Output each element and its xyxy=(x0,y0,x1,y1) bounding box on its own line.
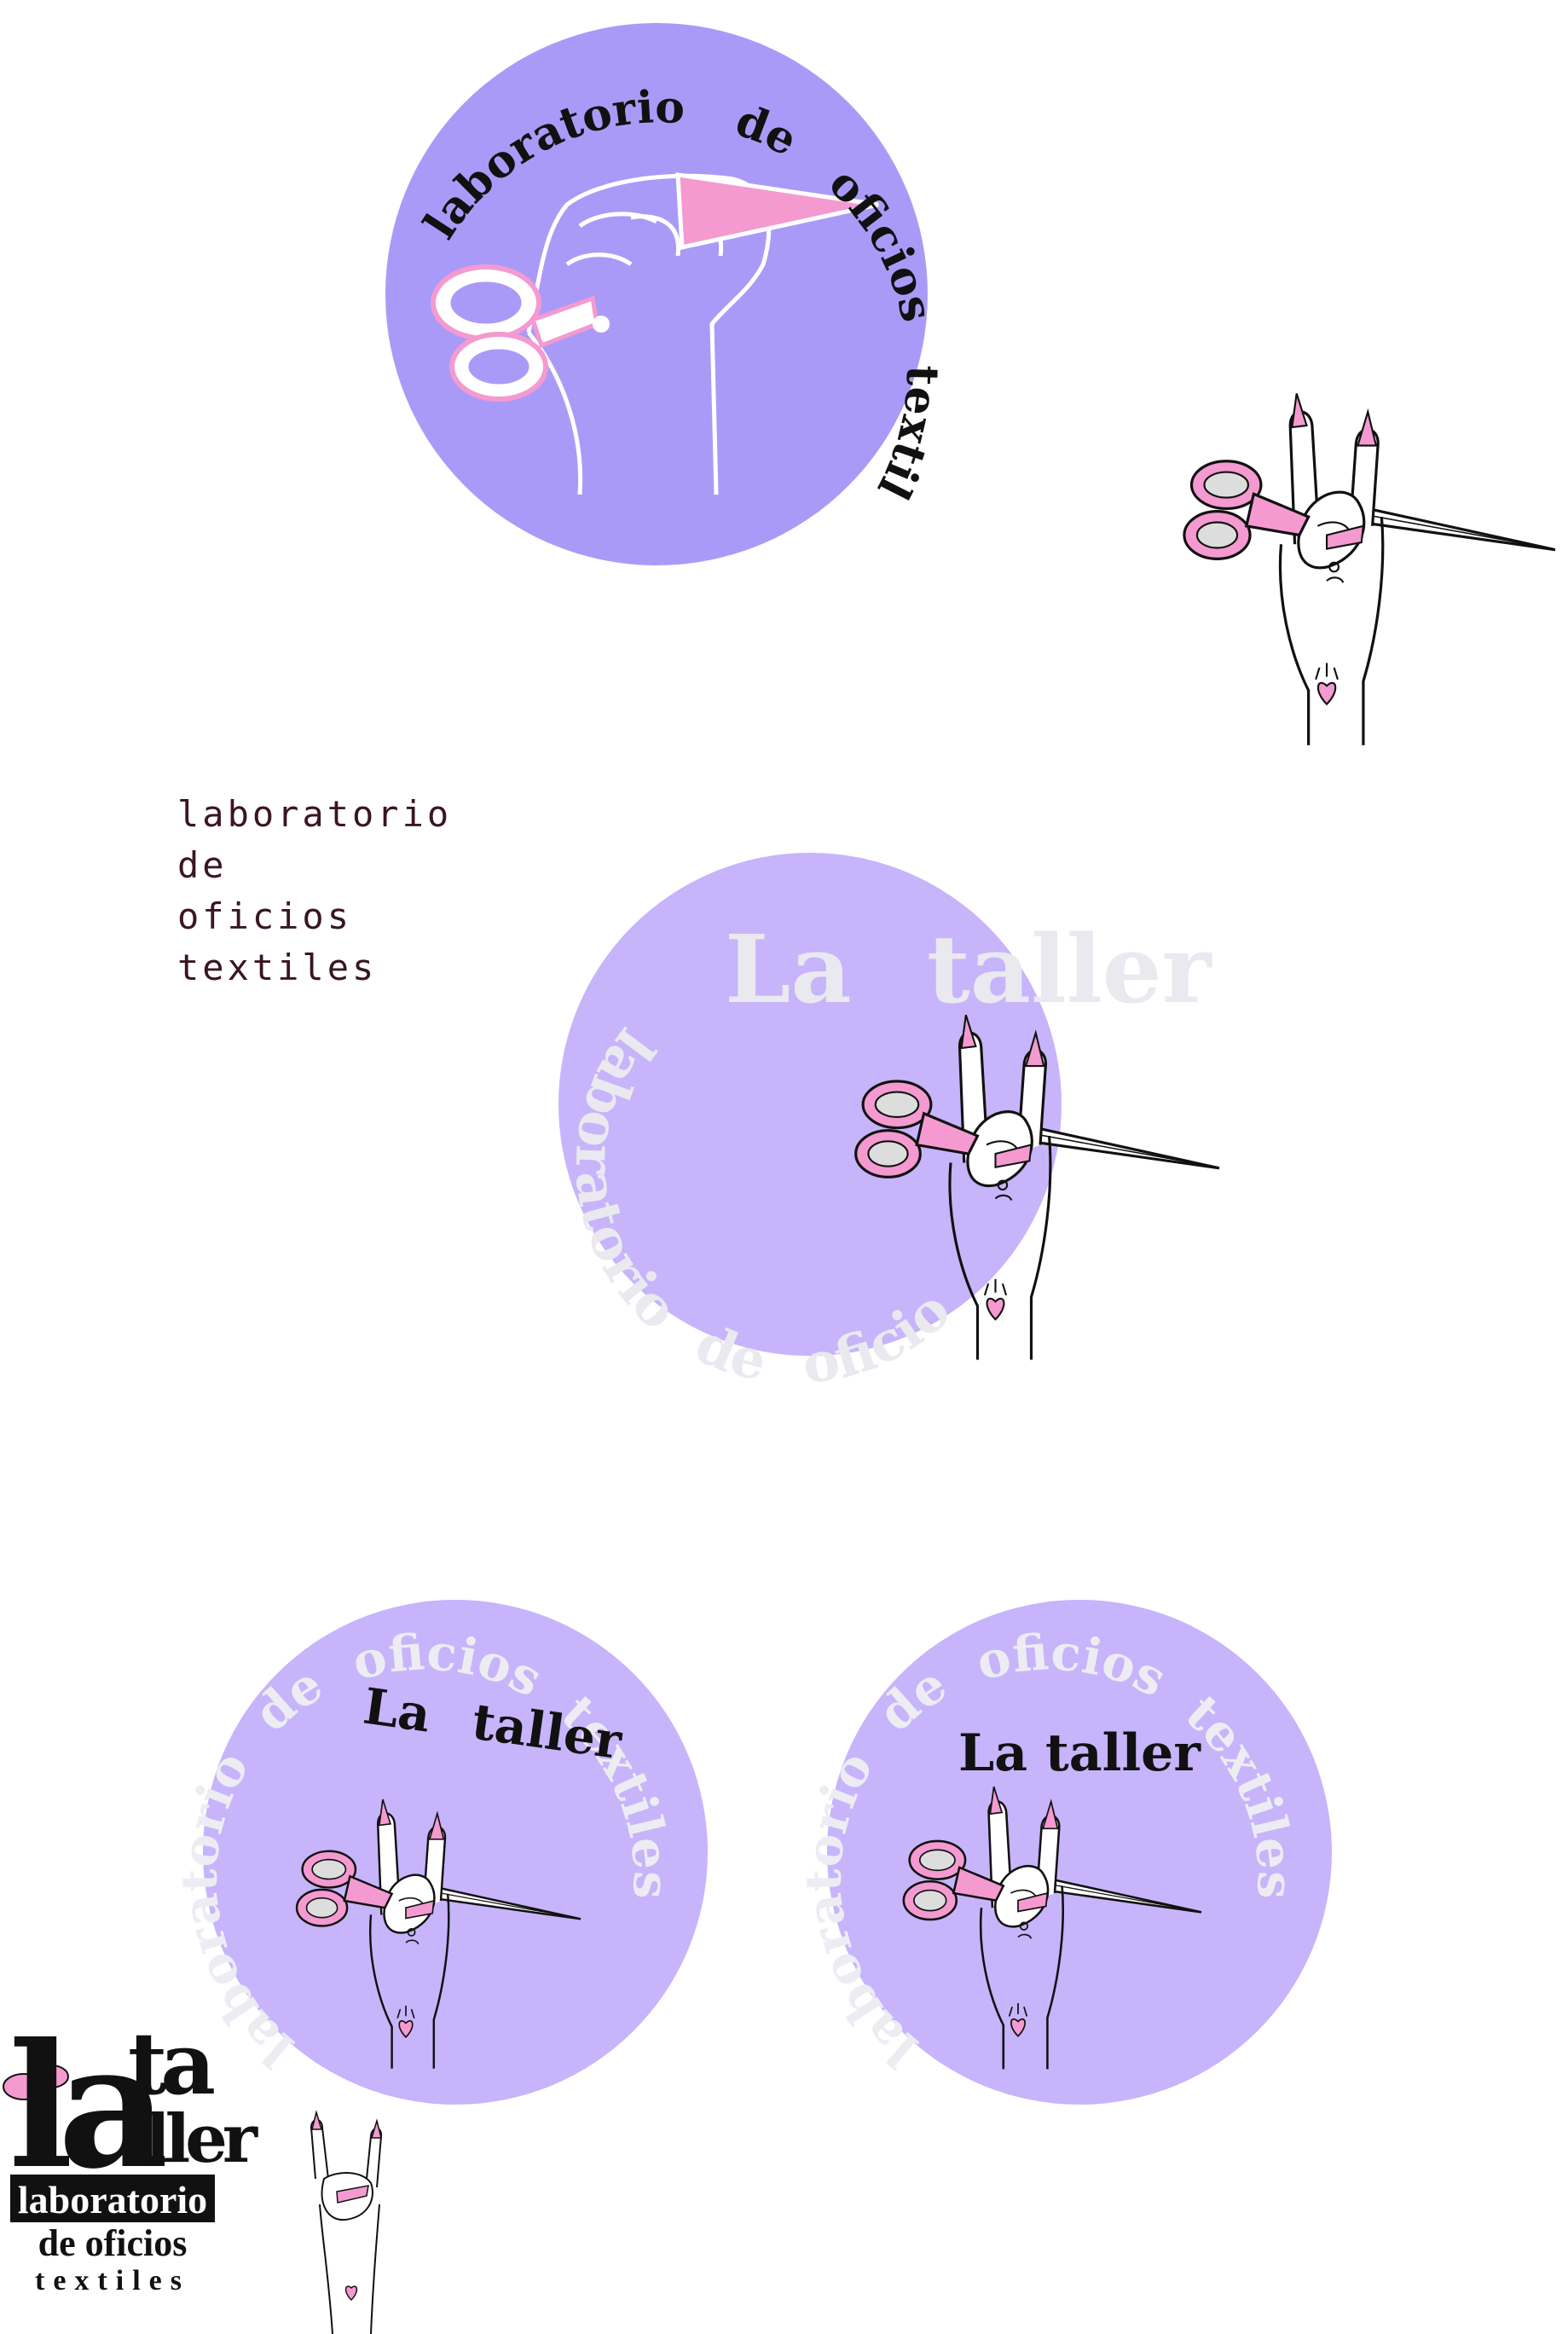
logo-fist-circle: laboratorio de oficios textiles xyxy=(361,0,963,588)
logo3-circle xyxy=(203,1600,708,2105)
wordmark-banner xyxy=(10,2175,215,2222)
logo-la-taller-draft: La taller laboratorio de oficios textile… xyxy=(537,802,1279,1397)
logo3-title-la: La xyxy=(360,1677,434,1744)
logo-la-taller-v1: laboratorio de oficios textiles La talle… xyxy=(171,1600,715,2111)
wordmark-ta: ta xyxy=(128,2013,214,2114)
text-block-line1: laboratorio xyxy=(177,793,453,835)
text-block-line2: de xyxy=(177,844,228,886)
svg-text:La taller: La taller xyxy=(725,914,1213,1024)
hand-scissors-dagger-icon xyxy=(1183,375,1568,759)
fist-scissors-icon xyxy=(431,172,879,495)
wordmark-banner-text: laboratorio xyxy=(18,2178,207,2221)
logo1-circle xyxy=(385,23,928,565)
wordmark-line2: de oficios xyxy=(38,2222,188,2264)
logo2-arc-textiles: textiles xyxy=(537,802,572,866)
text-block-line4: textiles xyxy=(177,947,378,988)
text-block: laboratorio de oficios textiles xyxy=(177,789,452,993)
wordmark: la ta ller laboratorio de oficios textil… xyxy=(0,1991,263,2307)
logo4-circle xyxy=(827,1600,1332,2105)
text-block-line3: oficios xyxy=(177,895,353,937)
rock-hand-icon xyxy=(298,2110,401,2334)
logo2-circle xyxy=(558,853,1062,1356)
wordmark-la: la xyxy=(9,2007,165,2207)
logo-la-taller-v2: laboratorio de oficios textiles La talle… xyxy=(795,1600,1339,2111)
logo2-title-la: La xyxy=(725,914,852,1024)
wordmark-ller: ller xyxy=(145,2100,258,2178)
logo2-title-taller: taller xyxy=(927,914,1213,1024)
logo4-title: La taller xyxy=(958,1723,1201,1783)
wordmark-line3: textiles xyxy=(35,2265,190,2296)
